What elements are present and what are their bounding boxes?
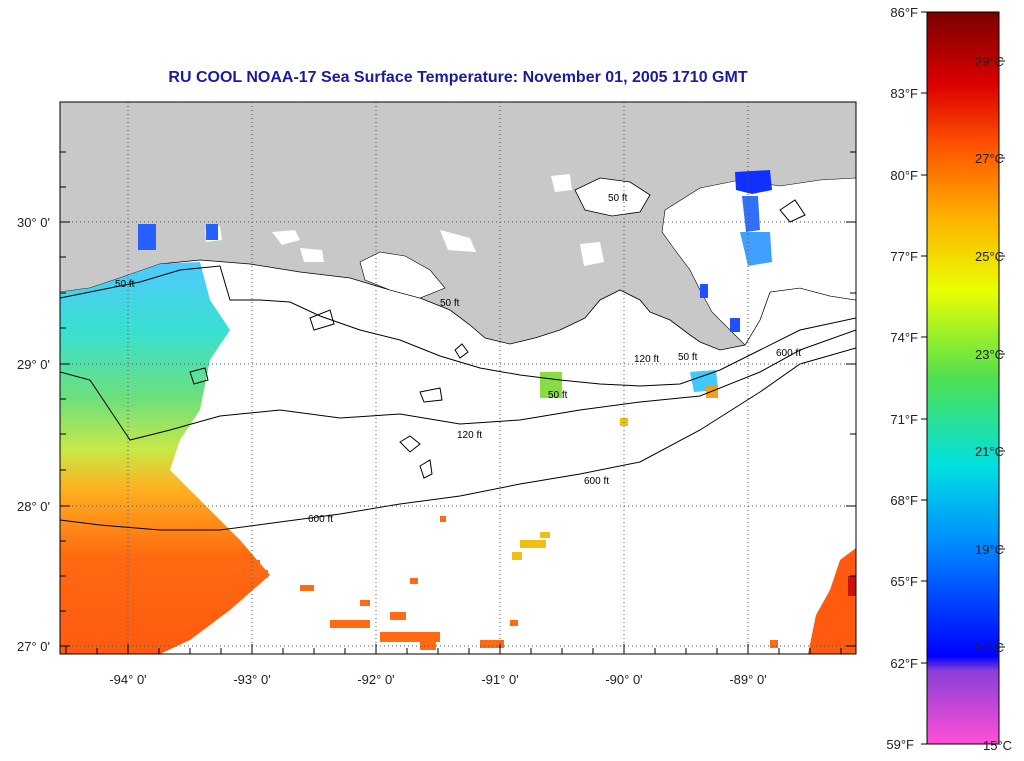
contour-label: 600 ft	[584, 476, 609, 487]
colorbar-c-label: 25°C	[975, 249, 1004, 264]
colorbar-c-label: 15°C	[983, 738, 1012, 753]
longitude-label: -93° 0'	[233, 672, 270, 687]
longitude-label: -92° 0'	[357, 672, 394, 687]
contour-label: 600 ft	[308, 514, 333, 525]
colorbar-c-label: 17°C	[975, 640, 1004, 655]
depth-contours	[60, 199, 856, 531]
latitude-label: 28° 0'	[17, 499, 50, 514]
temperature-colorbar	[926, 11, 1000, 745]
graticule	[60, 102, 856, 654]
latitude-label: 30° 0'	[17, 215, 50, 230]
colorbar-c-label: 19°C	[975, 542, 1004, 557]
colorbar-f-label: 65°F	[890, 574, 918, 589]
colorbar-f-label: 62°F	[890, 656, 918, 671]
longitude-label: -89° 0'	[729, 672, 766, 687]
longitude-label: -90° 0'	[605, 672, 642, 687]
contour-50ft	[60, 265, 856, 387]
longitude-label: -94° 0'	[109, 672, 146, 687]
colorbar-c-label: 27°C	[975, 151, 1004, 166]
lake-pontchartrain	[574, 177, 651, 217]
latitude-label: 27° 0'	[17, 639, 50, 654]
colorbar-f-label: 83°F	[890, 86, 918, 101]
sst-southeast-warm	[808, 548, 856, 654]
contour-label: 600 ft	[776, 348, 801, 359]
colorbar-f-label: 71°F	[890, 412, 918, 427]
contour-label: 50 ft	[678, 352, 698, 363]
colorbar-f-label: 59°F	[886, 737, 914, 752]
sst-west-region	[60, 262, 270, 654]
colorbar-c-label: 21°C	[975, 444, 1004, 459]
contour-label: 50 ft	[440, 298, 460, 309]
contour-label: 50 ft	[548, 390, 568, 401]
colorbar-f-label: 74°F	[890, 330, 918, 345]
contour-label: 120 ft	[457, 430, 482, 441]
map-frame	[59, 101, 857, 655]
bay-area	[359, 251, 446, 299]
colorbar-f-label: 77°F	[890, 249, 918, 264]
contour-label: 50 ft	[608, 193, 628, 204]
longitude-label: -91° 0'	[481, 672, 518, 687]
colorbar-ticks	[921, 11, 1005, 745]
colorbar-f-label: 86°F	[890, 5, 918, 20]
contour-120ft	[60, 329, 856, 441]
latitude-label: 29° 0'	[17, 357, 50, 372]
colorbar-c-label: 29°C	[975, 54, 1004, 69]
colorbar-f-label: 80°F	[890, 168, 918, 183]
contour-600ft	[60, 347, 856, 531]
contour-label: 50 ft	[115, 279, 135, 290]
map-title: RU COOL NOAA-17 Sea Surface Temperature:…	[168, 69, 748, 86]
colorbar-c-label: 23°C	[975, 347, 1004, 362]
sst-east-cool	[735, 170, 772, 194]
contour-label: 120 ft	[634, 354, 659, 365]
axis-ticks	[60, 151, 856, 654]
colorbar-f-label: 68°F	[890, 493, 918, 508]
